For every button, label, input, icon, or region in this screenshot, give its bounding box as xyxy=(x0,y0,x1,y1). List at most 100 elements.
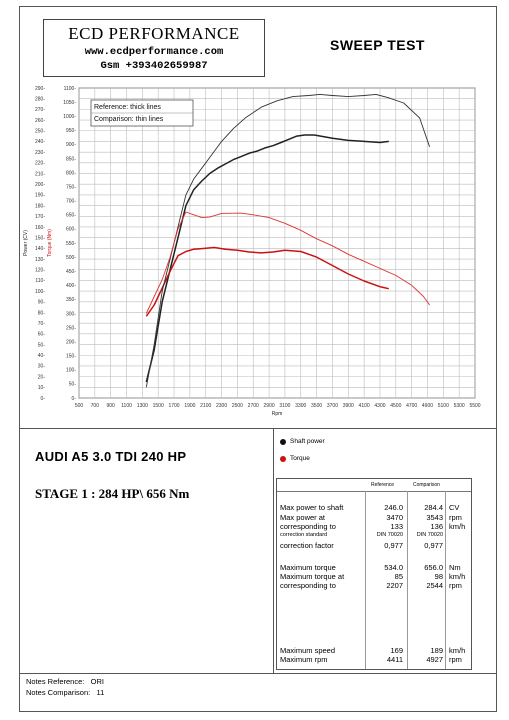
x-tick-label: 2700 xyxy=(248,403,259,409)
x-tick-label: 500 xyxy=(75,403,84,409)
table-reference-value: 85 xyxy=(394,572,403,581)
company-phone: Gsm +393402659987 xyxy=(100,60,208,72)
y-axis-label-torque: Torque (Nm) xyxy=(47,229,53,257)
power-tick-label: 190- xyxy=(35,193,45,199)
x-tick-label: 1300 xyxy=(137,403,148,409)
power-tick-label: 280- xyxy=(35,96,45,102)
power-tick-label: 140- xyxy=(35,246,45,252)
torque-tick-label: 450- xyxy=(66,269,76,275)
tuning-stage: STAGE 1 : 284 HP\ 656 Nm xyxy=(35,486,190,501)
torque-tick-label: 400- xyxy=(66,283,76,289)
table-reference-value: 133 xyxy=(390,522,403,531)
series-line-reference-torque xyxy=(145,246,389,317)
torque-tick-label: 1000- xyxy=(63,114,76,120)
x-tick-label: 1500 xyxy=(153,403,164,409)
x-tick-label: 5100 xyxy=(438,403,449,409)
torque-tick-label: 50- xyxy=(69,382,77,388)
legend-torque: Torque xyxy=(280,450,325,467)
table-row-label: Max power to shaft xyxy=(280,503,344,512)
x-tick-label: 3100 xyxy=(279,403,290,409)
y-axis-label-power: Power (CV) xyxy=(23,230,29,256)
power-tick-label: 170- xyxy=(35,214,45,220)
power-tick-label: 80- xyxy=(38,310,46,316)
torque-tick-label: 350- xyxy=(66,297,76,303)
x-axis-label: Rpm xyxy=(272,411,283,417)
power-tick-label: 210- xyxy=(35,171,45,177)
x-tick-label: 2900 xyxy=(264,403,275,409)
x-tick-label: 4300 xyxy=(374,403,385,409)
x-tick-label: 3300 xyxy=(295,403,306,409)
company-logo-box: ECD PERFORMANCE www.ecdperformance.com G… xyxy=(43,19,265,77)
table-unit: km/h xyxy=(449,646,466,655)
x-tick-label: 3700 xyxy=(327,403,338,409)
x-tick-label: 1900 xyxy=(184,403,195,409)
table-unit: km/h xyxy=(449,522,466,531)
power-tick-label: 290- xyxy=(35,86,45,92)
torque-tick-label: 650- xyxy=(66,213,76,219)
series-line-comparison-power xyxy=(145,93,431,388)
x-tick-label: 4900 xyxy=(422,403,433,409)
column-header-comparison: Comparison xyxy=(413,482,440,488)
section-divider xyxy=(19,428,497,429)
table-row-label: Maximum torque xyxy=(280,563,336,572)
power-tick-label: 270- xyxy=(35,107,45,113)
torque-tick-label: 150- xyxy=(66,354,76,360)
power-tick-label: 40- xyxy=(38,353,46,359)
vehicle-model: AUDI A5 3.0 TDI 240 HP xyxy=(35,449,187,464)
notes-comparison: Notes Comparison: 11 xyxy=(26,687,104,698)
x-tick-label: 3500 xyxy=(311,403,322,409)
table-row-label: Maximum rpm xyxy=(280,655,328,664)
power-tick-label: 0- xyxy=(41,396,46,402)
torque-tick-label: 550- xyxy=(66,241,76,247)
power-tick-label: 260- xyxy=(35,118,45,124)
torque-tick-label: 100- xyxy=(66,368,76,374)
torque-tick-label: 850- xyxy=(66,156,76,162)
x-tick-label: 2500 xyxy=(232,403,243,409)
torque-tick-label: 900- xyxy=(66,142,76,148)
results-table: Reference Comparison Max power to shaft 2… xyxy=(276,478,472,670)
torque-tick-label: 750- xyxy=(66,184,76,190)
torque-tick-label: 1050- xyxy=(63,100,76,106)
notes-reference: Notes Reference: ORI xyxy=(26,676,104,687)
notes-comparison-value: 11 xyxy=(96,688,105,697)
power-tick-label: 200- xyxy=(35,182,45,188)
plot-area xyxy=(78,87,476,399)
table-reference-value: 0,977 xyxy=(384,541,403,550)
torque-tick-label: 200- xyxy=(66,339,76,345)
torque-tick-label: 500- xyxy=(66,255,76,261)
x-tick-label: 2300 xyxy=(216,403,227,409)
table-row-label: Maximum speed xyxy=(280,646,336,655)
table-comparison-value: 4927 xyxy=(426,655,443,664)
table-unit: CV xyxy=(449,503,460,512)
table-comparison-value: 0,977 xyxy=(424,541,443,550)
column-divider xyxy=(273,428,274,673)
torque-tick-label: 1100- xyxy=(64,86,77,92)
x-tick-label: 5500 xyxy=(469,403,480,409)
table-comparison-value: 98 xyxy=(434,572,443,581)
x-tick-label: 4700 xyxy=(406,403,417,409)
x-tick-label: 700 xyxy=(91,403,100,409)
legend-dot-icon xyxy=(280,455,286,462)
table-reference-value: DIN 70020 xyxy=(376,532,403,538)
table-comparison-value: DIN 70020 xyxy=(416,532,443,538)
chart-legend-entry: Comparison: thin lines xyxy=(94,116,164,123)
power-tick-label: 20- xyxy=(38,374,46,380)
power-tick-label: 60- xyxy=(38,332,46,338)
series-legend: Shaft power Torque xyxy=(280,433,325,467)
legend-label: Shaft power xyxy=(290,438,325,445)
table-row-label: correction factor xyxy=(280,541,334,550)
power-tick-label: 110- xyxy=(35,278,45,284)
legend-dot-icon xyxy=(280,438,286,445)
torque-tick-label: 800- xyxy=(66,170,76,176)
power-tick-label: 160- xyxy=(35,225,45,231)
table-row-label: Maximum torque at xyxy=(280,572,345,581)
table-row-label: Max power at xyxy=(280,513,326,522)
power-tick-label: 150- xyxy=(35,235,45,241)
table-unit: km/h xyxy=(449,572,466,581)
x-tick-label: 2100 xyxy=(200,403,211,409)
company-name: ECD PERFORMANCE xyxy=(68,24,240,43)
table-unit: rpm xyxy=(449,655,462,664)
table-row-label: correction standard xyxy=(280,532,328,538)
power-tick-label: 250- xyxy=(35,129,45,135)
table-column-rule xyxy=(365,491,366,669)
